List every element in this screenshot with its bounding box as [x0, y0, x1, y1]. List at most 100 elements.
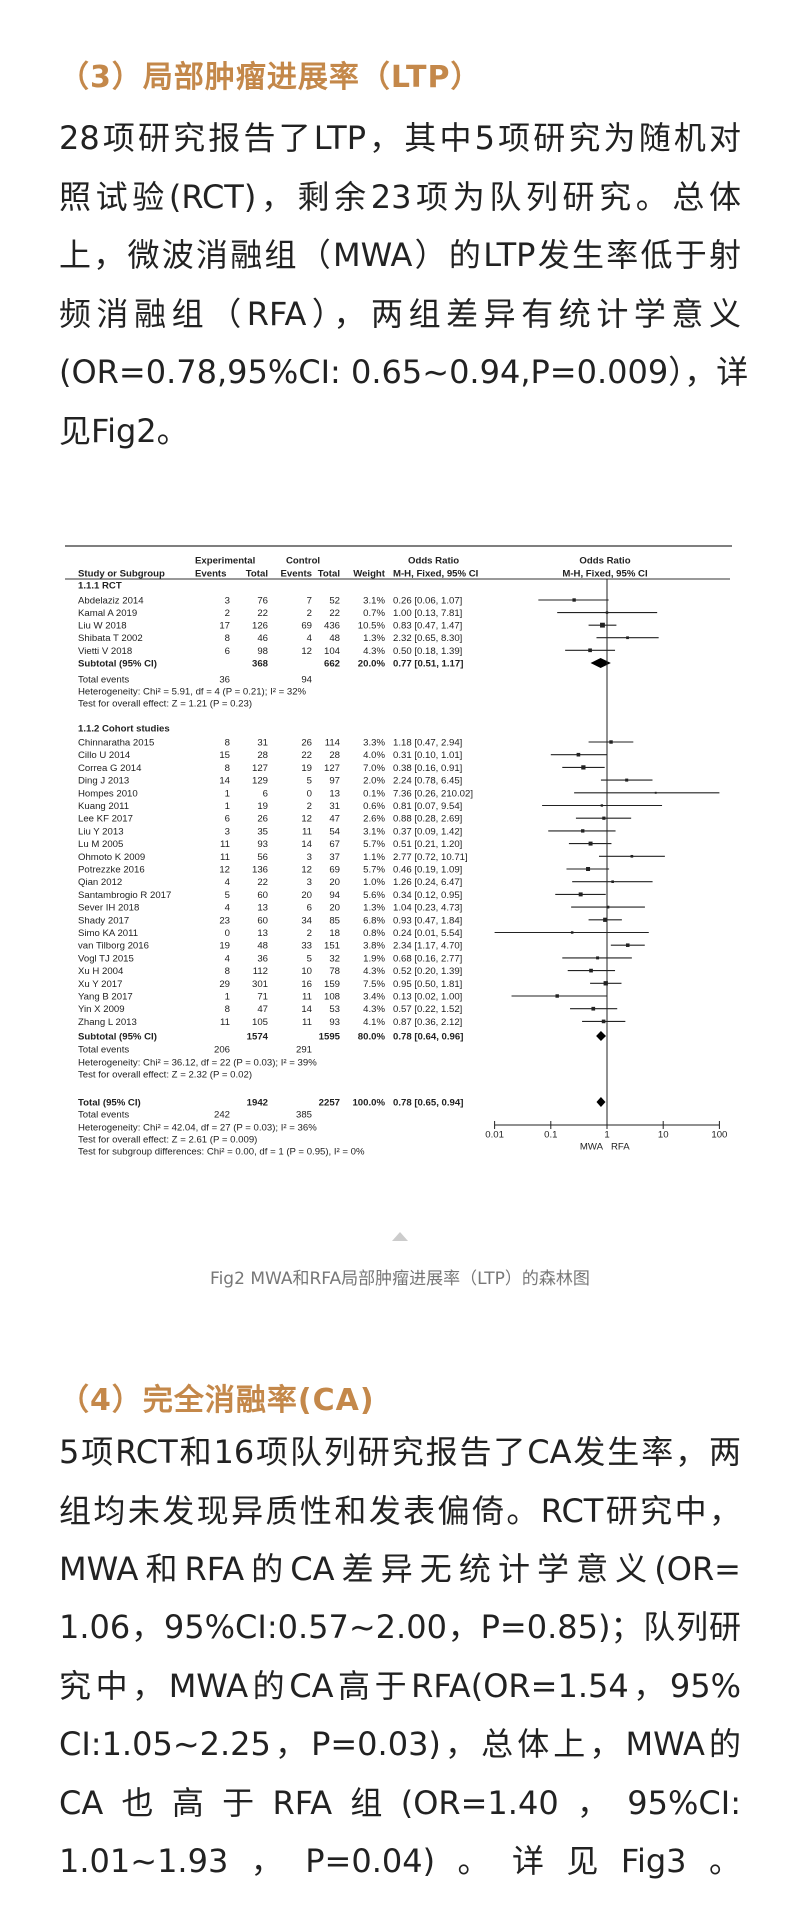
section-4-line: 5项RCT和16项队列研究报告了CA发生率，两	[59, 1433, 741, 1471]
odds-ratio-ci: 2.77 [0.72, 10.71]	[393, 852, 468, 863]
triangle-up-icon[interactable]	[392, 1232, 408, 1241]
exp-events: 6	[225, 814, 230, 825]
study-name: Xu Y 2017	[78, 979, 122, 990]
subtotal-weight: 80.0%	[358, 1032, 386, 1043]
odds-ratio-ci: 0.87 [0.36, 2.12]	[393, 1017, 462, 1028]
study-name: Shady 2017	[78, 915, 129, 926]
odds-ratio-ci: 1.18 [0.47, 2.94]	[393, 738, 462, 749]
total-events-label: Total events	[78, 675, 129, 686]
point-estimate-square	[578, 892, 583, 897]
point-estimate-square	[611, 880, 614, 883]
exp-events: 11	[220, 1017, 230, 1028]
odds-ratio-ci: 1.00 [0.13, 7.81]	[393, 608, 462, 619]
odds-ratio-ci: 0.50 [0.18, 1.39]	[393, 646, 462, 657]
exp-events: 29	[219, 979, 230, 990]
exp-total: 60	[257, 890, 268, 901]
ctrl-events: 16	[301, 979, 312, 990]
section-4-line: 组均未发现异质性和发表偏倚。RCT研究中，	[59, 1492, 741, 1530]
odds-ratio-ci: 0.26 [0.06, 1.07]	[393, 596, 462, 607]
heterogeneity-text: Heterogeneity: Chi² = 42.04, df = 27 (P …	[78, 1123, 317, 1134]
figure-caption: Fig2 MWA和RFA局部肿瘤进展率（LTP）的森林图	[210, 1269, 590, 1289]
total-events-exp: 36	[219, 675, 230, 686]
total-events-exp: 242	[214, 1110, 230, 1121]
exp-total: 98	[257, 646, 268, 657]
study-name: Sever IH 2018	[78, 903, 139, 914]
exp-events: 8	[225, 633, 230, 644]
exp-total: 22	[257, 877, 268, 888]
subtotal-label: Subtotal (95% CI)	[78, 659, 157, 670]
odds-ratio-ci: 2.32 [0.65, 8.30]	[393, 633, 462, 644]
study-name: Liu W 2018	[78, 621, 127, 632]
odds-ratio-ci: 0.37 [0.09, 1.42]	[393, 826, 462, 837]
ctrl-total: 436	[324, 621, 340, 632]
ctrl-total: 97	[329, 776, 340, 787]
exp-events: 2	[225, 608, 230, 619]
ctrl-total: 20	[329, 903, 340, 914]
ctrl-events: 14	[301, 1004, 312, 1015]
weight: 4.3%	[363, 1004, 385, 1015]
point-estimate-square	[591, 1006, 596, 1011]
odds-ratio-ci: 0.46 [0.19, 1.09]	[393, 865, 462, 876]
study-name: Correa G 2014	[78, 763, 142, 774]
ctrl-total: 94	[329, 890, 340, 901]
study-name: Simo KA 2011	[78, 928, 138, 939]
weight: 5.6%	[363, 890, 385, 901]
exp-total: 76	[257, 596, 268, 607]
weight: 5.7%	[363, 839, 385, 850]
favours-rfa-label: RFA	[611, 1142, 630, 1153]
exp-total: 56	[257, 852, 268, 863]
odds-ratio-ci: 7.36 [0.26, 210.02]	[393, 788, 473, 799]
exp-events: 17	[219, 621, 230, 632]
study-name: Abdelaziz 2014	[78, 596, 144, 607]
exp-total: 22	[257, 608, 268, 619]
exp-total: 28	[257, 750, 268, 761]
exp-events: 12	[219, 865, 230, 876]
ctrl-total: 28	[329, 750, 340, 761]
exp-total: 112	[253, 966, 268, 977]
odds-ratio-ci: 1.04 [0.23, 4.73]	[393, 903, 462, 914]
ctrl-total: 20	[329, 877, 340, 888]
section-3-line: (OR=0.78,95%CI: 0.65~0.94,P=0.009），详	[59, 353, 749, 391]
exp-events: 8	[225, 1004, 230, 1015]
study-name: Chinnaratha 2015	[78, 738, 154, 749]
ctrl-events: 2	[307, 608, 312, 619]
point-estimate-square	[576, 752, 581, 757]
ctrl-events: 3	[307, 852, 312, 863]
weight: 2.6%	[363, 814, 385, 825]
weight: 1.0%	[363, 877, 385, 888]
weight: 6.8%	[363, 915, 385, 926]
ctrl-events: 34	[301, 915, 312, 926]
exp-total: 126	[252, 621, 268, 632]
exp-total: 127	[252, 763, 268, 774]
point-estimate-square	[609, 740, 613, 744]
exp-events: 1	[225, 801, 230, 812]
ctrl-total: 47	[329, 814, 340, 825]
ctrl-total: 52	[329, 596, 340, 607]
weight: 0.6%	[363, 801, 385, 812]
weight: 1.3%	[363, 633, 385, 644]
ctrl-total: 85	[329, 915, 340, 926]
ctrl-total: 104	[324, 646, 341, 657]
section-4-line: 1.06，95%CI:0.57~2.00，P=0.85)；队列研	[59, 1608, 741, 1646]
favours-mwa-label: MWA	[580, 1142, 604, 1153]
ctrl-total: 93	[329, 1017, 340, 1028]
subtotal-ctrl-total: 1595	[319, 1032, 341, 1043]
exp-events: 11	[220, 852, 230, 863]
weight: 10.5%	[358, 621, 386, 632]
weight: 1.3%	[363, 903, 385, 914]
ctrl-events: 12	[301, 646, 312, 657]
weight: 0.1%	[363, 788, 385, 799]
ctrl-total: 54	[329, 826, 340, 837]
ctrl-events: 6	[307, 903, 312, 914]
ctrl-events: 22	[301, 750, 312, 761]
exp-total: 136	[252, 865, 268, 876]
exp-events: 4	[225, 953, 231, 964]
odds-ratio-ci: 2.24 [0.78, 6.45]	[393, 776, 462, 787]
point-estimate-square	[603, 917, 608, 922]
exp-total: 47	[257, 1004, 268, 1015]
ctrl-events: 2	[307, 801, 312, 812]
weight: 0.8%	[363, 928, 385, 939]
exp-events: 3	[225, 826, 230, 837]
total-events-ctrl: 94	[301, 675, 312, 686]
header-exp-events: Events	[195, 569, 226, 580]
